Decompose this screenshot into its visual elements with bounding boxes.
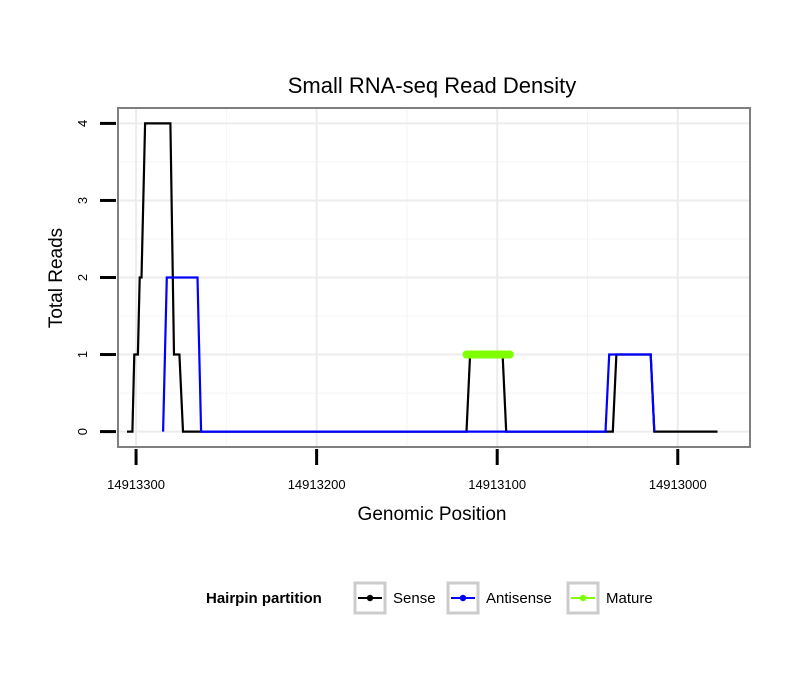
y-axis: 0 1 2 3 4 <box>75 120 116 435</box>
x-axis: 14913300 14913200 14913100 14913000 <box>107 449 707 492</box>
series-line-antisense <box>162 276 656 433</box>
legend-item-mature: Mature <box>566 581 653 615</box>
legend-key-point <box>579 594 587 602</box>
y-tick-label: 3 <box>75 197 90 204</box>
x-tick-label: 14913300 <box>107 477 165 492</box>
legend-item-antisense: Antisense <box>446 581 552 615</box>
legend-label: Mature <box>606 590 653 607</box>
x-axis-label: Genomic Position <box>358 504 507 525</box>
series-line-sense <box>127 122 718 433</box>
x-tick-label: 14913100 <box>468 477 526 492</box>
chart-title: Small RNA-seq Read Density <box>288 73 577 98</box>
y-axis-label: Total Reads <box>46 228 67 328</box>
legend: Hairpin partition Sense Antisense Mature <box>206 581 653 615</box>
legend-label: Antisense <box>486 590 552 607</box>
legend-key-point <box>459 594 467 602</box>
plot-border <box>117 107 751 448</box>
legend-item-sense: Sense <box>353 581 436 615</box>
y-tick-label: 0 <box>75 428 90 435</box>
y-tick-label: 4 <box>75 120 90 127</box>
x-tick-label: 14913000 <box>649 477 707 492</box>
y-tick-label: 1 <box>75 351 90 358</box>
legend-title: Hairpin partition <box>206 590 322 607</box>
legend-key-point <box>366 594 374 602</box>
legend-label: Sense <box>393 590 436 607</box>
series-layer <box>127 122 718 433</box>
x-tick-label: 14913200 <box>288 477 346 492</box>
y-tick-label: 2 <box>75 274 90 281</box>
